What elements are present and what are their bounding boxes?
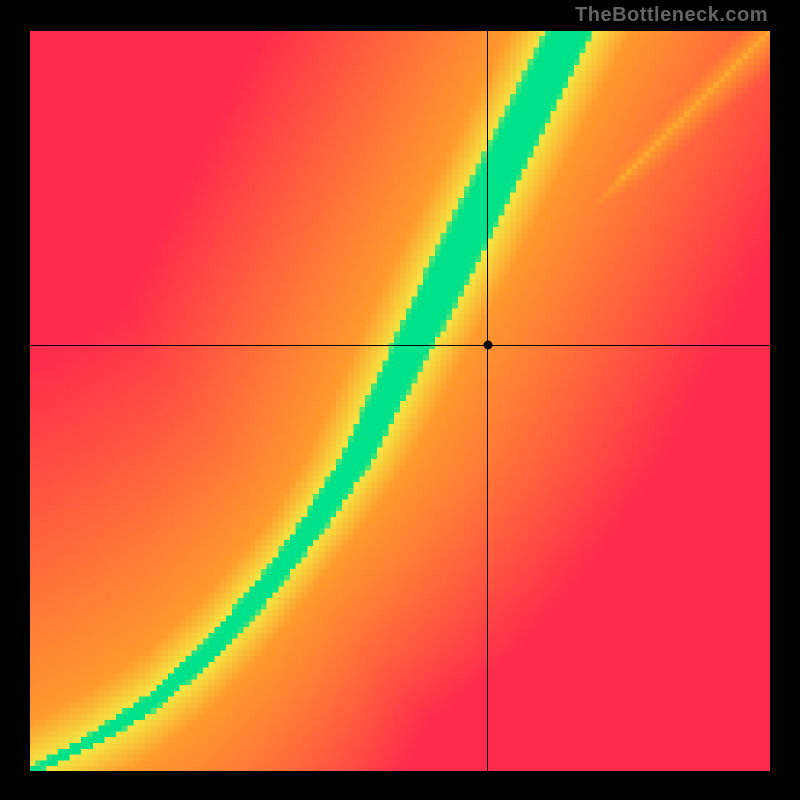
bottleneck-chart: TheBottleneck.com [0, 0, 800, 800]
watermark-text: TheBottleneck.com [575, 4, 768, 27]
heatmap-canvas [29, 30, 771, 772]
